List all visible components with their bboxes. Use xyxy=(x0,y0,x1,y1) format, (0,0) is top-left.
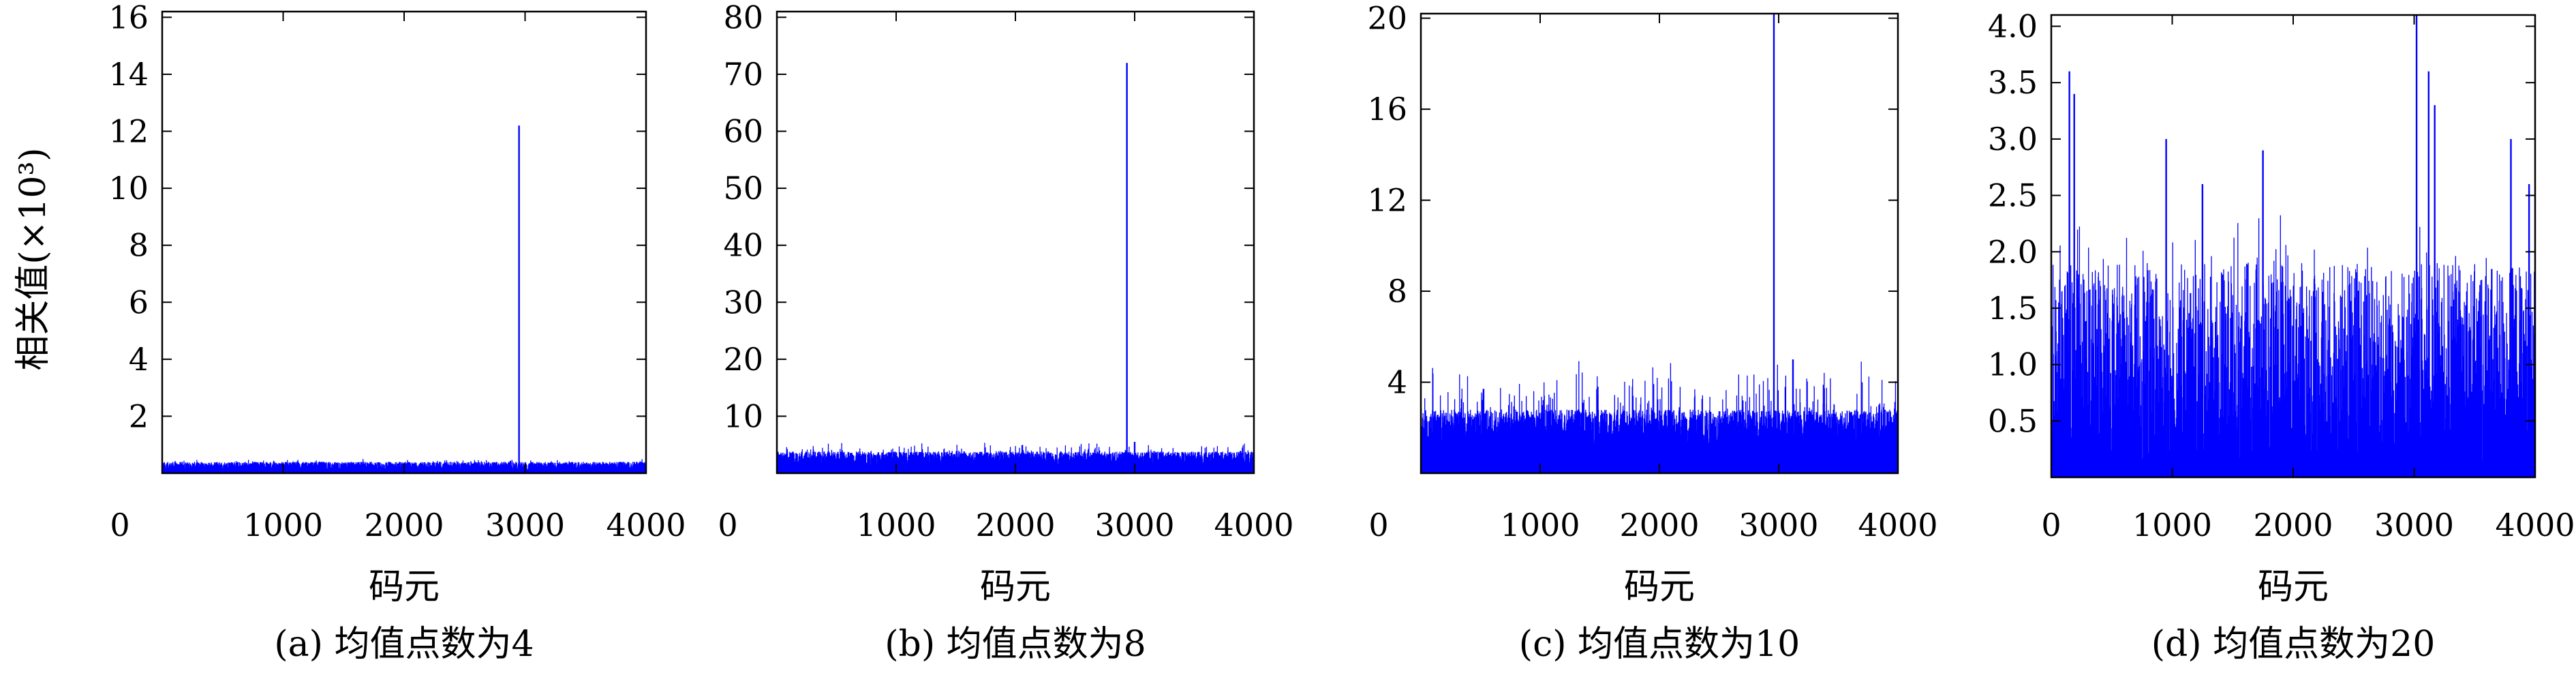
x-tick-label-4-3: 2000 xyxy=(2253,507,2333,543)
y-tick-label-4-2: 1.0 xyxy=(1988,346,2038,383)
x-tick-label-2-4: 3000 xyxy=(1094,507,1174,543)
y-tick-label-3-5: 20 xyxy=(1367,0,1407,37)
y-tick-label-4-6: 3.0 xyxy=(1988,121,2038,158)
x-tick-label-3-2: 1000 xyxy=(1500,507,1580,543)
y-tick-label-2-5: 50 xyxy=(723,170,763,207)
y-tick-label-3-3: 12 xyxy=(1367,182,1407,219)
x-axis-title-1: 码元 xyxy=(369,567,440,608)
panel-caption-4: (d) 均值点数为20 xyxy=(2151,624,2436,665)
x-axis-title-2: 码元 xyxy=(980,567,1051,608)
x-tick-label-3-5: 4000 xyxy=(1858,507,1937,543)
x-axis-title-3: 码元 xyxy=(1624,567,1695,608)
x-tick-label-2-5: 4000 xyxy=(1214,507,1293,543)
x-tick-label-2-3: 2000 xyxy=(975,507,1055,543)
panel-4: 0.5 1.0 1.5 2.0 2.5 3.0 3.5 4.0 0 1000 2000 3000 400… xyxy=(1988,8,2575,665)
y-tick-label-2-3: 30 xyxy=(723,284,763,320)
x-tick-label-1-3: 2000 xyxy=(364,507,444,543)
panel-3: 4 8 12 16 20 0 1000 2000 3000 4000 码元 (c) 均值点数为10 xyxy=(1367,0,1937,665)
y-tick-label-3-1: 4 xyxy=(1387,364,1407,401)
y-tick-label-2-4: 40 xyxy=(723,227,763,264)
series-noise-3 xyxy=(1420,361,1899,473)
y-tick-label-2-6: 60 xyxy=(723,113,763,150)
y-tick-label-1-5: 10 xyxy=(108,170,149,207)
x-axis-title-4: 码元 xyxy=(2258,567,2329,608)
y-tick-label-4-4: 2.0 xyxy=(1988,233,2038,270)
panel-caption-3: (c) 均值点数为10 xyxy=(1519,624,1800,665)
shared-y-axis-title: 相关值(×10³) xyxy=(13,147,54,370)
y-tick-label-2-1: 10 xyxy=(723,398,763,434)
panel-1: 2 4 6 8 10 12 14 16 0 1000 2000 3000 4000 码元 (a) 均值点数为… xyxy=(108,0,686,665)
x-tick-label-4-2: 1000 xyxy=(2132,507,2212,543)
y-tick-label-4-1: 0.5 xyxy=(1988,402,2038,439)
panel-caption-2: (b) 均值点数为8 xyxy=(885,624,1146,665)
plot-frame-2 xyxy=(776,10,1255,475)
plot-frame-1 xyxy=(161,10,647,475)
x-tick-label-2-1: 0 xyxy=(718,507,737,543)
x-tick-label-1-2: 1000 xyxy=(243,507,323,543)
y-tick-label-1-7: 14 xyxy=(108,56,149,93)
y-tick-label-2-2: 20 xyxy=(723,341,763,378)
x-tick-label-2-2: 1000 xyxy=(856,507,936,543)
x-tick-label-3-1: 0 xyxy=(1368,507,1388,543)
y-tick-label-1-4: 8 xyxy=(129,227,149,264)
y-tick-label-4-8: 4.0 xyxy=(1988,8,2038,45)
y-tick-label-4-3: 1.5 xyxy=(1988,290,2038,327)
y-tick-label-1-8: 16 xyxy=(108,0,149,35)
y-tick-label-3-4: 16 xyxy=(1367,91,1407,128)
x-tick-label-1-1: 0 xyxy=(110,507,129,543)
y-tick-label-2-7: 70 xyxy=(723,56,763,93)
panel-2: 10 20 30 40 50 60 70 80 0 1000 2000 3000 4000 码元 (b) 均… xyxy=(718,0,1293,665)
panel-caption-1: (a) 均值点数为4 xyxy=(274,624,534,665)
x-tick-label-4-1: 0 xyxy=(2041,507,2061,543)
y-tick-label-3-2: 8 xyxy=(1387,273,1407,310)
x-tick-label-3-4: 3000 xyxy=(1738,507,1818,543)
y-tick-label-4-5: 2.5 xyxy=(1988,177,2038,214)
y-tick-label-1-6: 12 xyxy=(108,113,149,150)
y-tick-label-4-7: 3.5 xyxy=(1988,64,2038,101)
x-tick-label-3-3: 2000 xyxy=(1619,507,1699,543)
x-tick-label-4-5: 4000 xyxy=(2495,507,2575,543)
x-tick-label-4-4: 3000 xyxy=(2374,507,2454,543)
y-tick-label-1-1: 2 xyxy=(129,398,149,434)
x-tick-label-1-4: 3000 xyxy=(485,507,565,543)
series-noise-4 xyxy=(2051,215,2536,477)
y-tick-label-1-2: 4 xyxy=(129,341,149,378)
x-tick-label-1-5: 4000 xyxy=(606,507,686,543)
y-tick-label-2-8: 80 xyxy=(723,0,763,35)
y-tick-label-1-3: 6 xyxy=(129,284,149,320)
